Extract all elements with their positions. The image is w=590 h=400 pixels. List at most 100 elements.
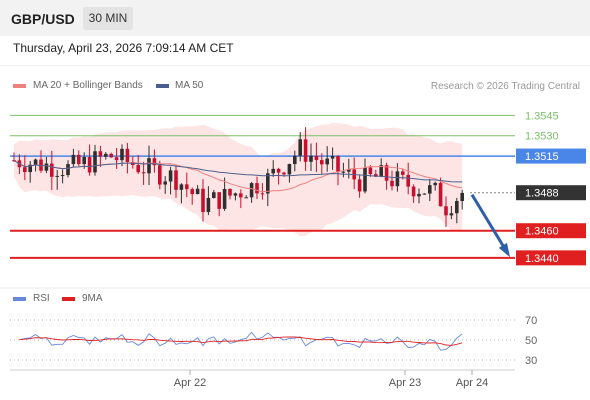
x-tick-label-1: Apr 23	[389, 377, 421, 389]
candle-body-48	[271, 168, 275, 174]
candle-body-49	[276, 168, 281, 173]
timeframe-button[interactable]: 30 MIN	[83, 7, 133, 30]
panel-divider	[0, 65, 590, 66]
candle-body-50	[282, 172, 286, 175]
candle-body-46	[260, 193, 265, 195]
level-box-2	[516, 148, 586, 164]
candle-body-65	[363, 167, 367, 192]
rsi-legend-label: RSI	[33, 293, 50, 304]
candle-body-43	[244, 197, 248, 199]
candle-body-32	[185, 184, 189, 190]
candle-body-47	[266, 173, 270, 194]
candle-body-64	[357, 179, 362, 192]
candle-body-72	[401, 171, 405, 175]
candle-body-53	[298, 139, 302, 156]
candle-body-31	[179, 184, 184, 190]
ma50-legend-swatch	[156, 84, 169, 88]
candle-body-79	[438, 182, 443, 207]
candle-body-58	[325, 158, 329, 165]
candle-body-61	[341, 171, 346, 173]
candle-body-5	[39, 159, 43, 171]
candle-body-66	[368, 167, 373, 175]
candle-body-57	[320, 160, 324, 165]
candle-body-29	[168, 170, 173, 182]
level-label-3: 1.3488	[525, 188, 559, 200]
candle-body-2	[23, 167, 27, 173]
level-label-5: 1.3440	[525, 253, 559, 265]
candle-body-77	[428, 185, 432, 194]
level-label-0: 1.3545	[525, 110, 559, 122]
candle-body-68	[379, 165, 383, 177]
candle-body-82	[455, 201, 459, 214]
level-box-4	[516, 223, 586, 239]
candle-body-80	[444, 206, 448, 216]
candle-body-10	[66, 164, 70, 176]
candle-body-76	[422, 193, 427, 195]
candle-body-34	[195, 188, 200, 195]
candle-body-23	[136, 165, 140, 173]
candle-body-35	[201, 188, 205, 213]
candle-body-55	[309, 155, 313, 162]
candle-body-8	[55, 175, 59, 177]
candle-body-14	[87, 157, 92, 173]
rsi-ma-legend-swatch	[62, 297, 75, 301]
candle-body-39	[222, 188, 227, 209]
candle-body-6	[44, 163, 49, 171]
level-label-2: 1.3515	[525, 151, 559, 163]
candle-body-20	[120, 148, 124, 161]
level-box-5	[516, 250, 586, 266]
x-tick-label-2: Apr 24	[456, 377, 488, 389]
rsi-level-label-1: 50	[525, 335, 537, 347]
candle-body-15	[93, 151, 97, 173]
candle-body-59	[330, 156, 335, 159]
candle-body-38	[217, 192, 221, 209]
x-tick-label-0: Apr 22	[174, 377, 206, 389]
rsi-legend-swatch	[13, 297, 26, 301]
candle-body-52	[293, 155, 297, 165]
candle-body-74	[411, 186, 416, 197]
candle-body-18	[109, 153, 113, 158]
ma50-legend-label: MA 50	[175, 80, 204, 91]
candle-body-11	[71, 154, 76, 165]
candle-body-21	[125, 148, 130, 162]
candle-body-17	[104, 153, 108, 157]
candle-body-60	[336, 156, 340, 173]
rsi-ma-line	[19, 336, 463, 346]
candle-body-78	[433, 182, 437, 186]
candle-body-33	[190, 189, 194, 195]
forecast-arrow-head	[498, 242, 511, 258]
candle-body-83	[460, 192, 464, 202]
candle-body-73	[406, 174, 410, 187]
candle-body-62	[347, 169, 351, 172]
candle-body-16	[98, 151, 103, 157]
candle-body-26	[152, 158, 157, 166]
candle-body-25	[147, 158, 151, 174]
candle-body-36	[206, 198, 211, 213]
timestamp: Thursday, April 23, 2026 7:09:14 AM CET	[13, 41, 234, 55]
credit-label: Research © 2026 Trading Central	[430, 81, 580, 92]
candle-body-81	[449, 213, 454, 216]
forecast-arrow-shaft	[470, 193, 510, 255]
candle-body-67	[374, 174, 378, 177]
candle-body-7	[50, 163, 54, 177]
candle-body-44	[249, 183, 254, 198]
candle-body-69	[384, 165, 389, 181]
candle-body-30	[174, 170, 178, 190]
level-label-1: 1.3530	[525, 131, 559, 143]
ma20-legend-label: MA 20 + Bollinger Bands	[33, 80, 143, 91]
candle-body-41	[233, 193, 238, 196]
level-label-4: 1.3460	[525, 226, 559, 238]
candle-body-54	[303, 139, 308, 162]
candle-body-27	[158, 165, 162, 185]
candle-body-37	[212, 192, 216, 199]
rsi-line	[19, 331, 463, 351]
candle-body-19	[114, 157, 119, 161]
candle-body-28	[163, 181, 167, 185]
candle-body-13	[82, 157, 86, 165]
candle-body-42	[239, 193, 243, 198]
candle-body-45	[255, 183, 259, 194]
candle-body-51	[287, 164, 292, 175]
rsi-level-label-2: 30	[525, 355, 537, 367]
candle-body-3	[28, 164, 32, 173]
